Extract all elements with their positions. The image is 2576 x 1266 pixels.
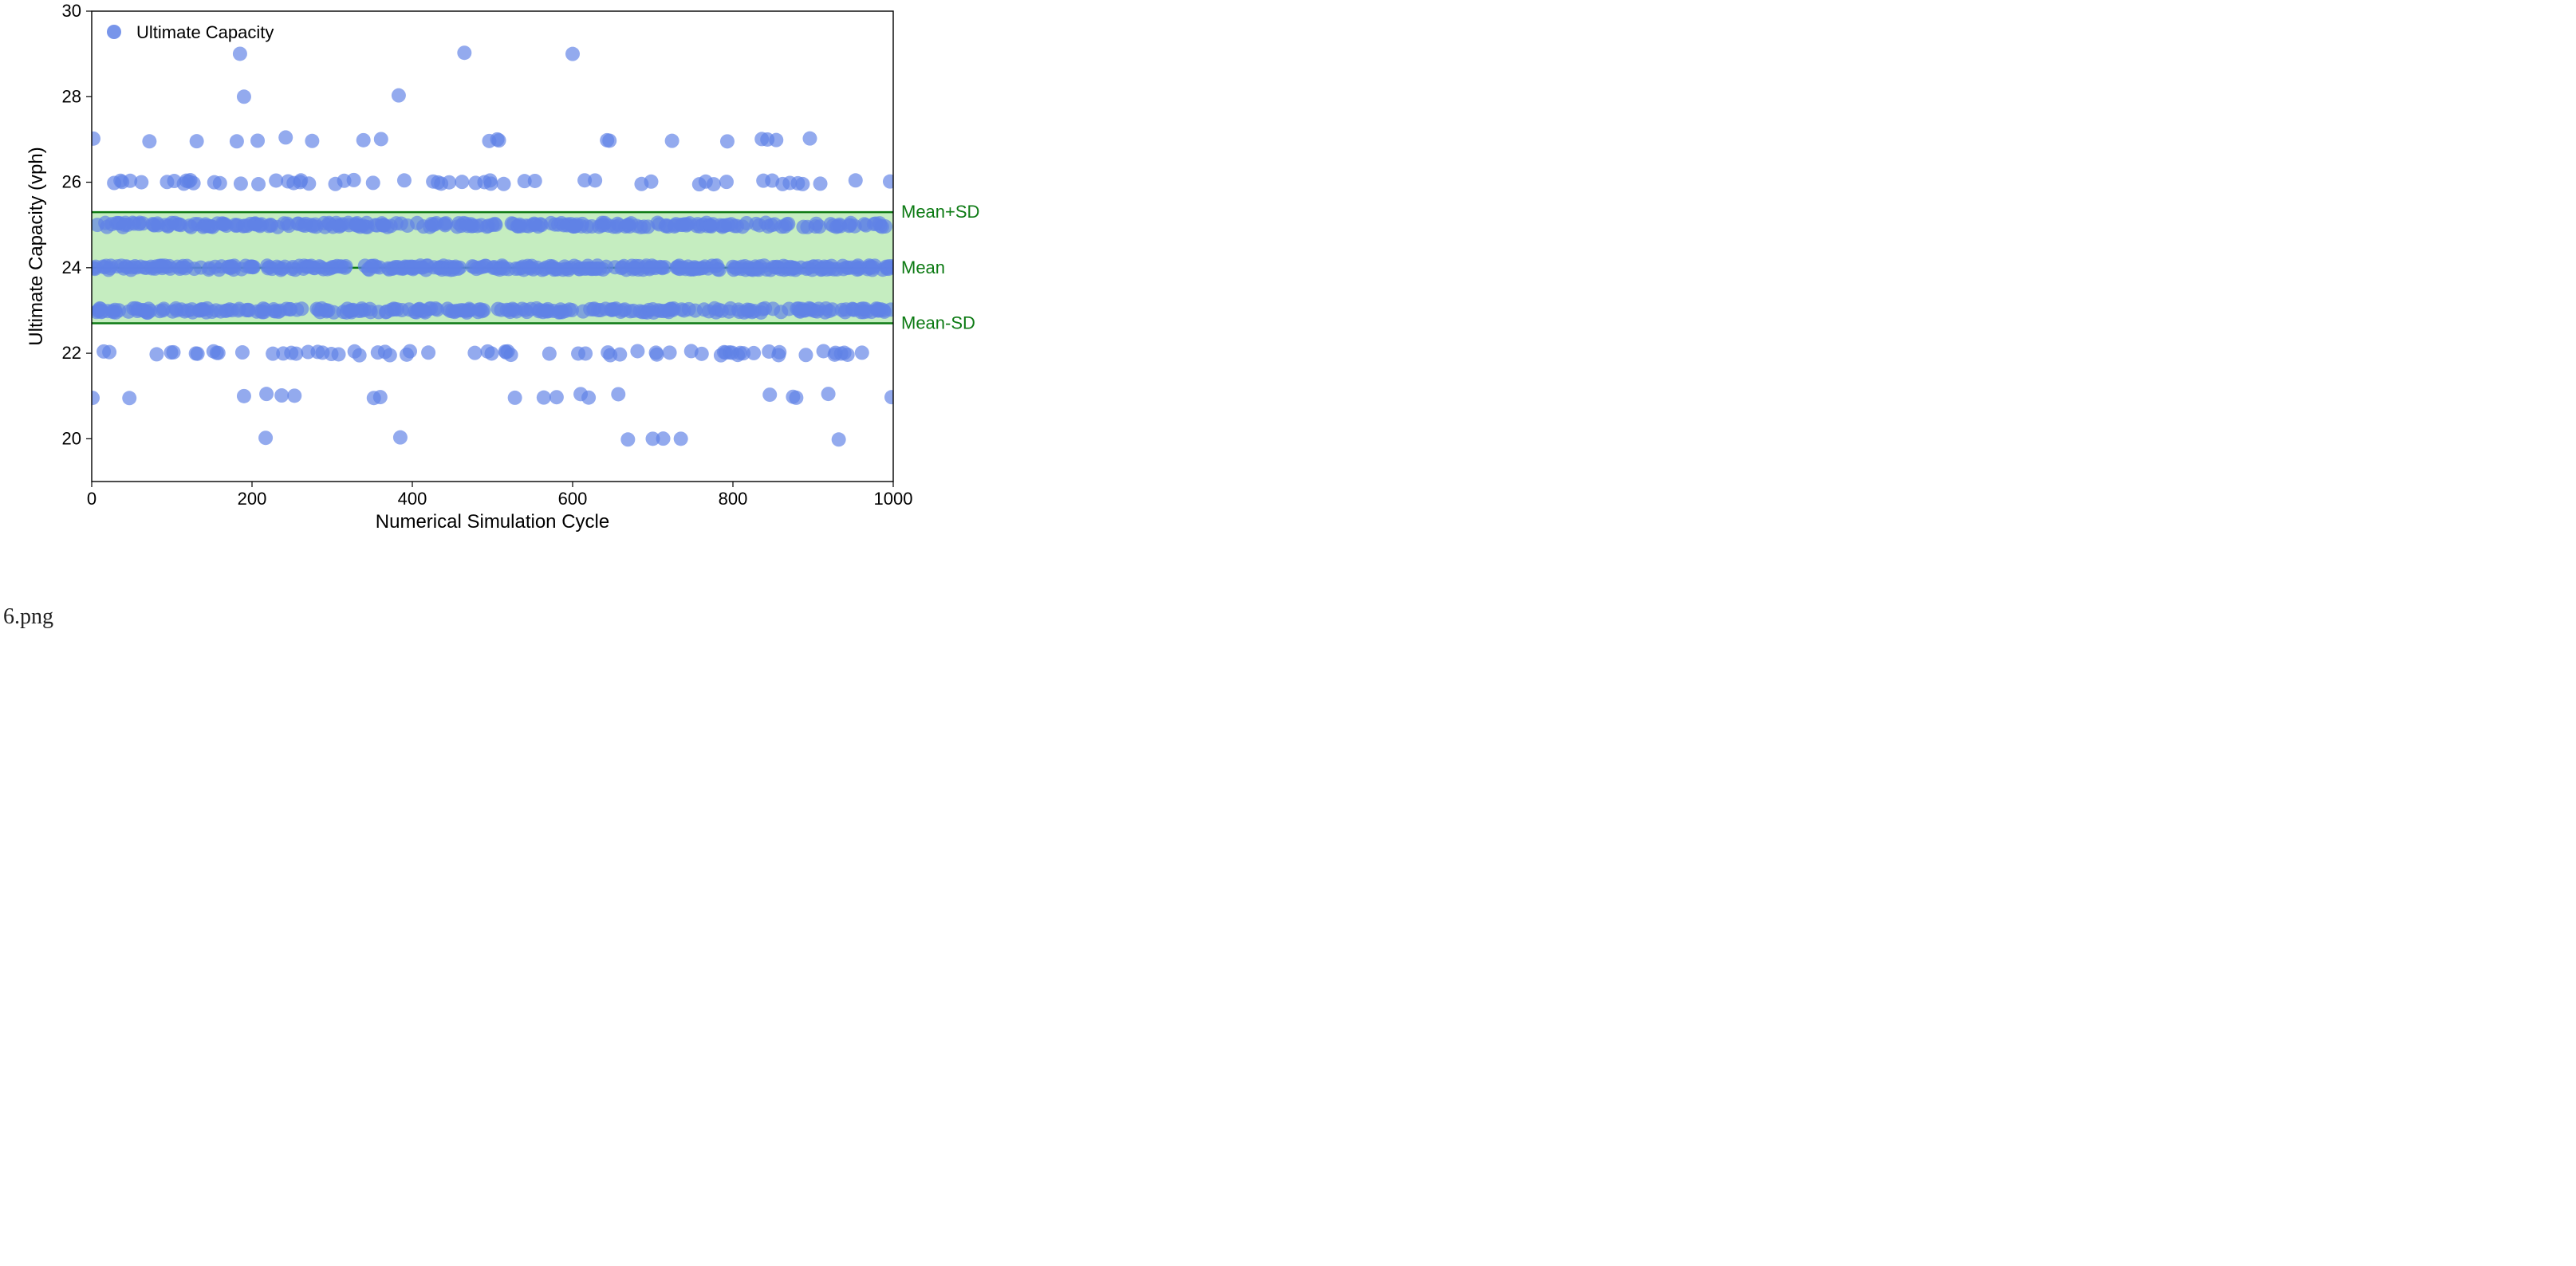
svg-text:1000: 1000 bbox=[874, 489, 913, 509]
svg-text:0: 0 bbox=[87, 489, 97, 509]
svg-text:22: 22 bbox=[62, 343, 81, 363]
svg-text:30: 30 bbox=[62, 1, 81, 21]
mean-minus-sd-label: Mean-SD bbox=[901, 313, 975, 333]
caption-text: 6.png bbox=[3, 604, 53, 630]
legend-label: Ultimate Capacity bbox=[136, 22, 274, 42]
y-axis-title: Ultimate Capacity (vph) bbox=[26, 147, 47, 345]
svg-text:600: 600 bbox=[558, 489, 588, 509]
svg-text:20: 20 bbox=[62, 428, 81, 448]
mean-label: Mean bbox=[901, 258, 945, 277]
chart-svg: 0 200 400 600 800 1000 20 22 24 26 28 30 Numerical S… bbox=[0, 0, 1061, 574]
svg-text:24: 24 bbox=[62, 258, 81, 277]
svg-text:400: 400 bbox=[398, 489, 427, 509]
scatter-chart: 0 200 400 600 800 1000 20 22 24 26 28 30 Numerical S… bbox=[0, 0, 1276, 633]
mean-plus-sd-label: Mean+SD bbox=[901, 202, 979, 222]
svg-text:28: 28 bbox=[62, 86, 81, 106]
svg-text:26: 26 bbox=[62, 172, 81, 192]
x-axis-title: Numerical Simulation Cycle bbox=[376, 511, 609, 533]
svg-text:200: 200 bbox=[238, 489, 267, 509]
svg-text:800: 800 bbox=[719, 489, 748, 509]
